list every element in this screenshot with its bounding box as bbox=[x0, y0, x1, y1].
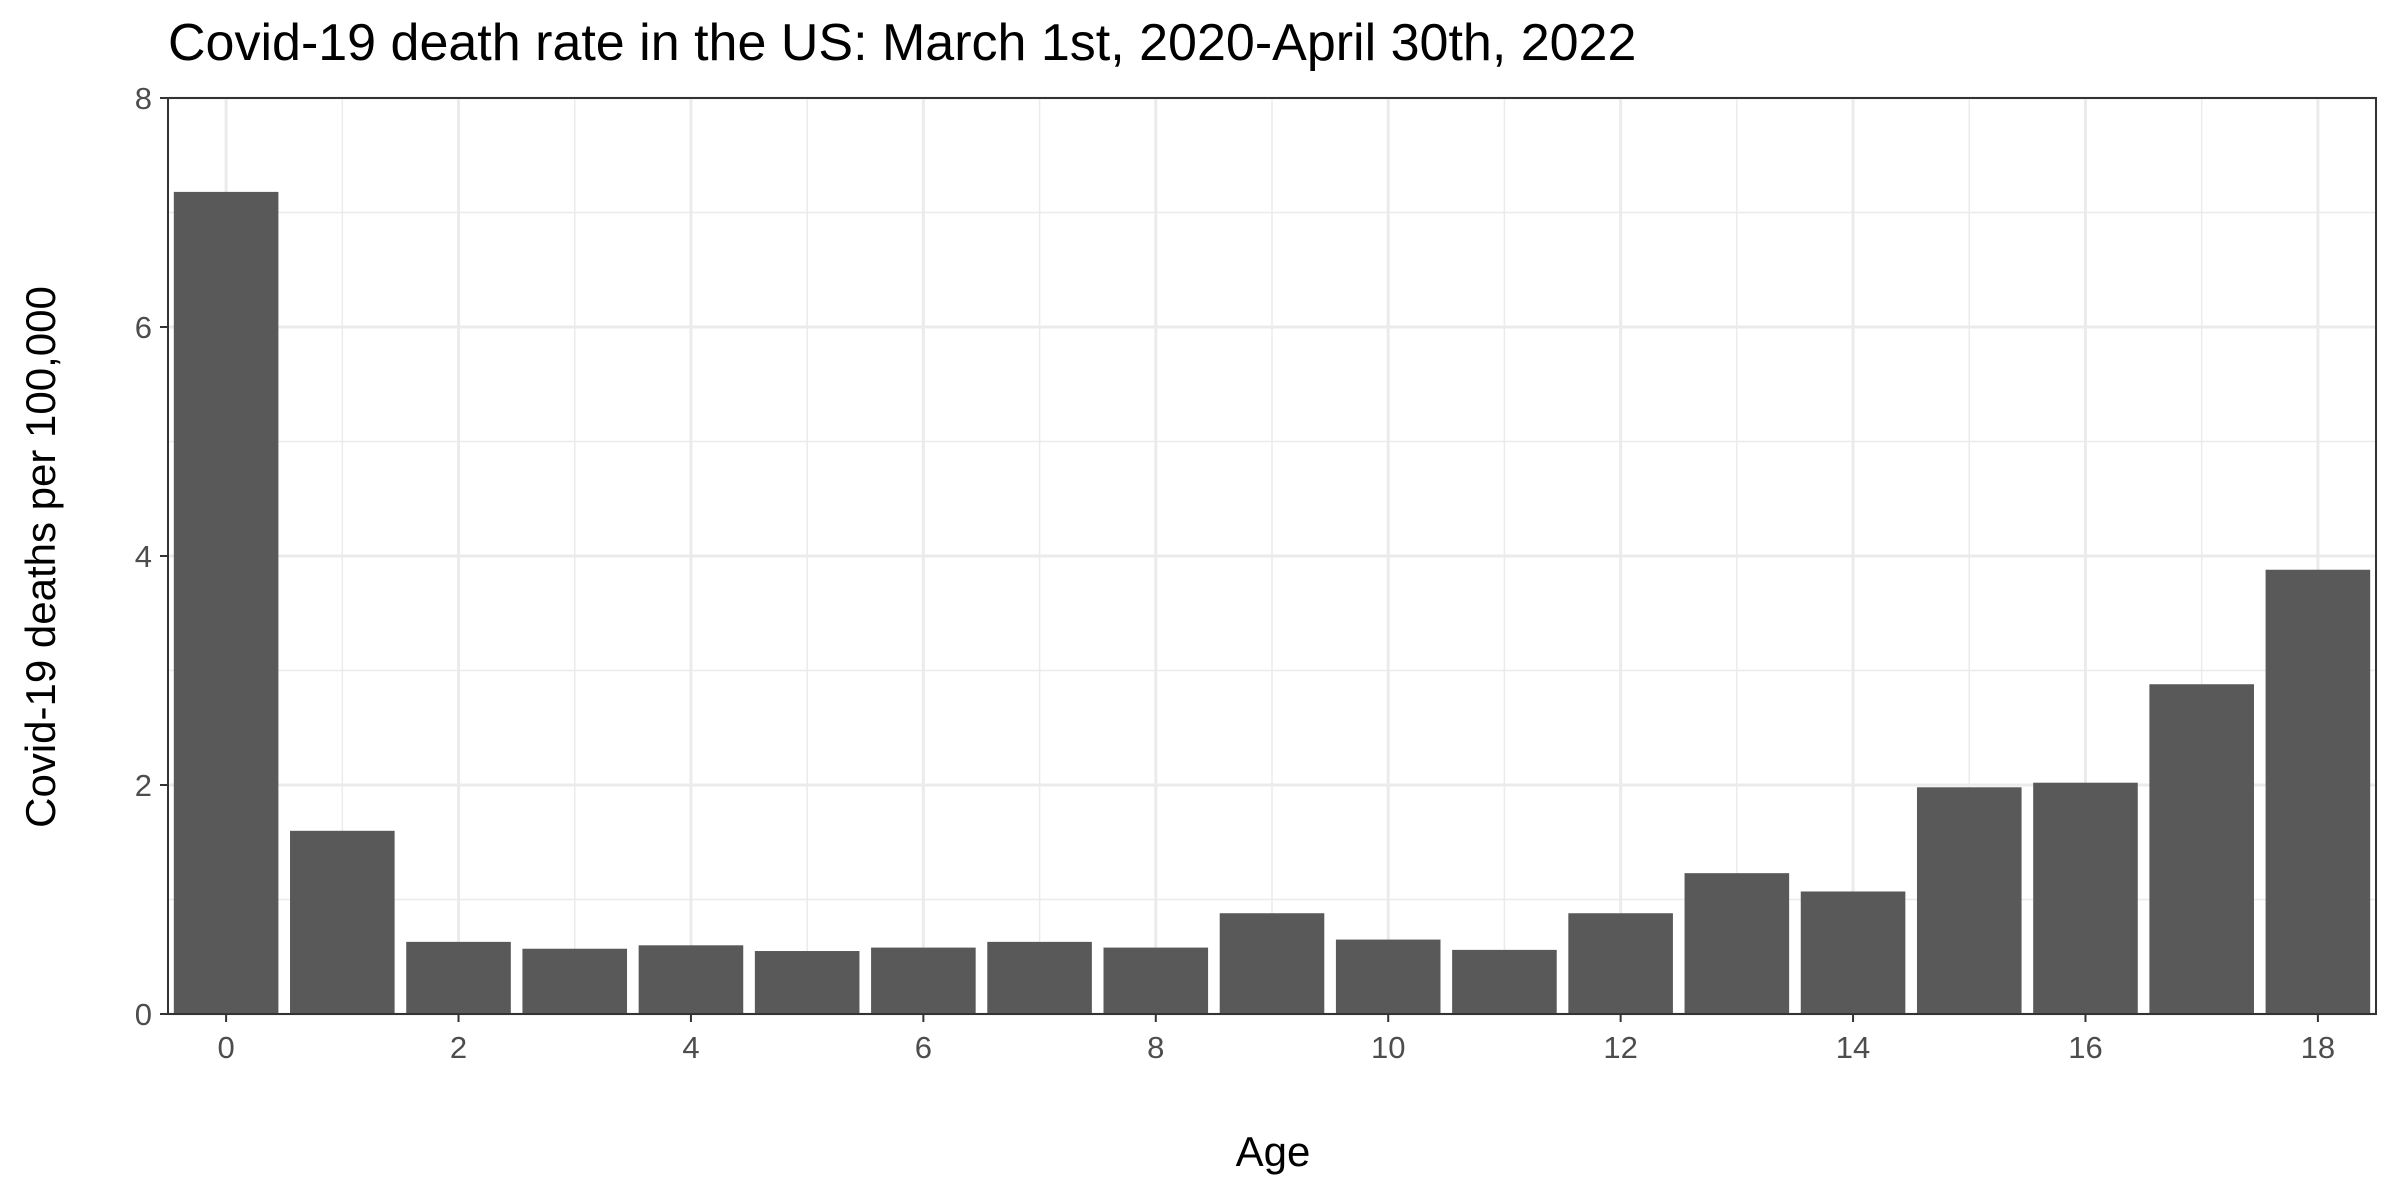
x-tick-label: 8 bbox=[1147, 1030, 1164, 1065]
x-tick-label: 16 bbox=[2068, 1030, 2102, 1065]
y-tick-label: 4 bbox=[135, 539, 152, 574]
bar-age-1 bbox=[290, 830, 395, 1014]
bar-age-15 bbox=[1916, 787, 2022, 1014]
x-tick-label: 18 bbox=[2301, 1030, 2335, 1065]
y-tick-label: 8 bbox=[135, 81, 152, 116]
bar-age-16 bbox=[2033, 782, 2138, 1014]
bar-age-6 bbox=[871, 947, 976, 1014]
y-axis-title: Covid-19 deaths per 100,000 bbox=[17, 286, 64, 828]
bar-age-5 bbox=[754, 951, 860, 1014]
x-tick-label: 10 bbox=[1371, 1030, 1405, 1065]
bar-age-2 bbox=[406, 941, 511, 1014]
bar-age-7 bbox=[987, 941, 1092, 1014]
bar-age-9 bbox=[1219, 913, 1325, 1014]
bar-age-13 bbox=[1684, 873, 1790, 1014]
bar-age-3 bbox=[522, 948, 628, 1014]
chart-title: Covid-19 death rate in the US: March 1st… bbox=[168, 14, 1636, 72]
x-tick-label: 2 bbox=[450, 1030, 467, 1065]
x-tick-label: 14 bbox=[1836, 1030, 1870, 1065]
bar-age-8 bbox=[1103, 947, 1209, 1014]
bar-age-18 bbox=[2265, 569, 2371, 1014]
x-tick-label: 4 bbox=[682, 1030, 699, 1065]
x-tick-label: 6 bbox=[915, 1030, 932, 1065]
bar-age-12 bbox=[1568, 913, 1673, 1014]
x-tick-label: 0 bbox=[217, 1030, 234, 1065]
bar-age-10 bbox=[1335, 939, 1441, 1014]
bar-age-14 bbox=[1800, 891, 1906, 1014]
x-axis-title: Age bbox=[1236, 1128, 1311, 1175]
y-tick-label: 6 bbox=[135, 310, 152, 345]
bar-age-11 bbox=[1452, 949, 1557, 1014]
bar-age-4 bbox=[638, 945, 744, 1014]
bar-age-17 bbox=[2149, 684, 2254, 1014]
bar-age-0 bbox=[173, 191, 279, 1014]
y-tick-label: 2 bbox=[135, 768, 152, 803]
y-tick-label: 0 bbox=[135, 997, 152, 1032]
plot-area: 0 2 4 6 8 0 2 4 6 8 10 12 14 16 18 bbox=[135, 81, 2377, 1065]
x-tick-label: 12 bbox=[1603, 1030, 1637, 1065]
